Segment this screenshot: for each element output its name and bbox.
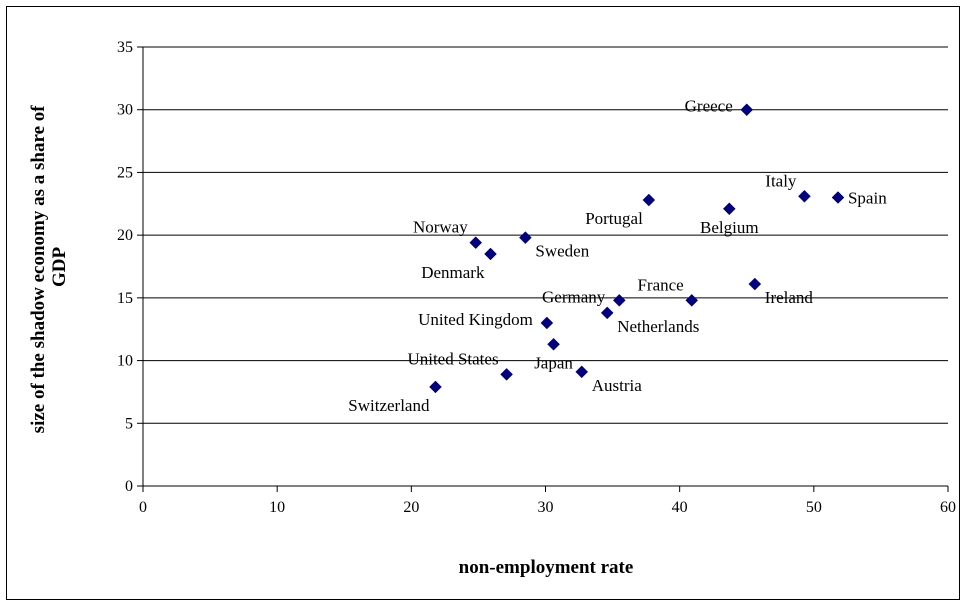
- y-tick-label-30: 30: [117, 102, 133, 119]
- tick-labels: 0 5 10 15 20 25 30 35 0 10 20 30 40 50 60: [117, 39, 956, 516]
- y-axis-title-line-2: GDP: [49, 247, 70, 288]
- point-united-states: [500, 368, 513, 381]
- x-tick-label-60: 60: [940, 499, 956, 516]
- point-greece: [740, 103, 754, 117]
- point-denmark: [484, 247, 497, 261]
- x-tick-label-20: 20: [403, 499, 419, 516]
- axes: [137, 46, 949, 492]
- y-axis-title: size of the shadow economy as a share of…: [28, 101, 70, 434]
- label-united-kingdom: United Kingdom: [418, 310, 533, 329]
- label-greece: Greece: [685, 97, 733, 116]
- gridlines: [143, 46, 948, 424]
- point-belgium: [722, 202, 736, 216]
- label-united-states: United States: [407, 349, 498, 368]
- label-austria: Austria: [592, 376, 643, 395]
- y-tick-label-35: 35: [117, 39, 133, 56]
- label-norway: Norway: [413, 218, 468, 237]
- x-tick-label-10: 10: [269, 499, 285, 516]
- point-ireland: [748, 277, 762, 291]
- data-points: [429, 103, 845, 394]
- label-spain: Spain: [848, 189, 887, 208]
- x-tick-label-40: 40: [672, 499, 688, 516]
- y-tick-label-0: 0: [125, 478, 133, 495]
- label-portugal: Portugal: [585, 209, 643, 228]
- point-germany: [612, 294, 626, 307]
- label-japan: Japan: [534, 353, 573, 372]
- point-switzerland: [429, 380, 442, 394]
- y-tick-label-20: 20: [117, 227, 133, 244]
- label-switzerland: Switzerland: [348, 396, 430, 415]
- point-italy: [798, 189, 811, 203]
- data-labels: Greece Italy Spain Portugal Belgium Norway Swe…: [348, 97, 887, 415]
- label-italy: Italy: [765, 171, 797, 190]
- x-tick-label-50: 50: [806, 499, 822, 516]
- label-belgium: Belgium: [700, 218, 759, 237]
- chart-frame: 0 5 10 15 20 25 30 35 0 10 20 30 40 50 60 Greece Italy S…: [6, 6, 960, 600]
- x-tick-label-30: 30: [538, 499, 554, 516]
- label-germany: Germany: [542, 287, 606, 306]
- label-france: France: [637, 275, 683, 294]
- x-tick-label-0: 0: [139, 499, 147, 516]
- label-denmark: Denmark: [421, 263, 485, 282]
- point-sweden: [519, 231, 532, 245]
- point-netherlands: [600, 306, 614, 320]
- point-portugal: [642, 193, 656, 207]
- y-tick-label-25: 25: [117, 164, 133, 181]
- point-france: [685, 294, 699, 307]
- y-axis-title-line-1: size of the shadow economy as a share of: [28, 105, 49, 434]
- point-austria: [575, 365, 589, 379]
- label-sweden: Sweden: [535, 242, 589, 261]
- label-netherlands: Netherlands: [617, 317, 699, 336]
- point-norway: [469, 236, 483, 250]
- point-spain: [831, 191, 845, 204]
- point-united-kingdom: [540, 316, 554, 330]
- point-japan: [547, 337, 560, 351]
- y-tick-label-5: 5: [125, 415, 133, 432]
- label-ireland: Ireland: [765, 288, 814, 307]
- x-axis-title: non-employment rate: [459, 557, 634, 578]
- y-tick-label-10: 10: [117, 353, 133, 370]
- y-tick-label-15: 15: [117, 290, 133, 307]
- scatter-chart: 0 5 10 15 20 25 30 35 0 10 20 30 40 50 60 Greece Italy S…: [28, 39, 956, 578]
